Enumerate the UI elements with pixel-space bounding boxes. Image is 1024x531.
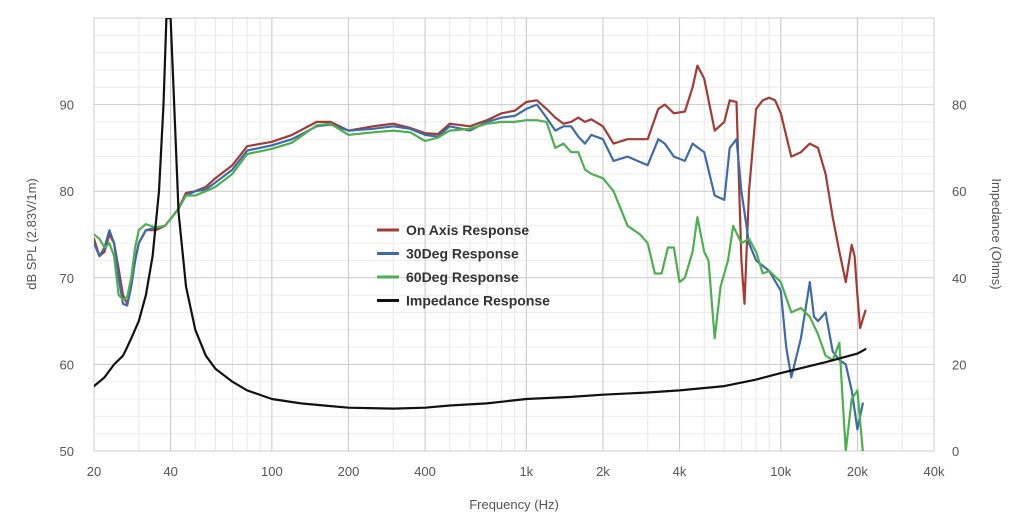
y-axis-tick-labels: 50 60 70 80 90 xyxy=(60,98,74,459)
legend-label-on-axis-response: On Axis Response xyxy=(406,222,529,238)
y2-axis-title: Impedance (Ohms) xyxy=(989,178,1004,289)
y2-axis-tick-labels: 0 20 40 60 80 xyxy=(952,98,966,459)
x-tick-label: 20 xyxy=(87,464,101,479)
y-tick-label: 90 xyxy=(60,98,74,113)
series-line-60deg-response xyxy=(94,119,864,451)
y2-tick-label: 0 xyxy=(952,444,959,459)
y2-tick-label: 20 xyxy=(952,357,966,372)
minor-gridlines xyxy=(94,18,934,451)
x-axis-title: Frequency (Hz) xyxy=(469,497,559,512)
y2-tick-label: 80 xyxy=(952,98,966,113)
y2-tick-label: 60 xyxy=(952,184,966,199)
series-layer xyxy=(94,18,867,451)
y-tick-label: 60 xyxy=(60,357,74,372)
x-tick-label: 40 xyxy=(163,464,177,479)
x-tick-label: 20k xyxy=(847,464,868,479)
x-tick-label: 40k xyxy=(924,464,945,479)
x-tick-label: 4k xyxy=(673,464,687,479)
series-line-impedance-response xyxy=(94,18,867,410)
x-tick-label: 200 xyxy=(338,464,360,479)
x-tick-label: 100 xyxy=(261,464,283,479)
x-tick-label: 10k xyxy=(770,464,791,479)
legend-label-impedance-response: Impedance Response xyxy=(406,293,550,309)
y2-tick-label: 40 xyxy=(952,271,966,286)
legend-label-60deg-response: 60Deg Response xyxy=(406,269,519,285)
x-tick-label: 1k xyxy=(519,464,533,479)
y-tick-label: 50 xyxy=(60,444,74,459)
legend: On Axis Response 30Deg Response 60Deg Resp… xyxy=(377,222,550,309)
x-tick-label: 400 xyxy=(414,464,436,479)
x-axis-tick-labels: 20 40 100 200 400 1k 2k 4k 10k 20k 40k xyxy=(87,464,945,479)
y-tick-label: 70 xyxy=(60,271,74,286)
y-axis-title: dB SPL (2.83V/1m) xyxy=(24,178,39,290)
legend-label-30deg-response: 30Deg Response xyxy=(406,246,519,262)
x-tick-label: 2k xyxy=(596,464,610,479)
y-tick-label: 80 xyxy=(60,184,74,199)
